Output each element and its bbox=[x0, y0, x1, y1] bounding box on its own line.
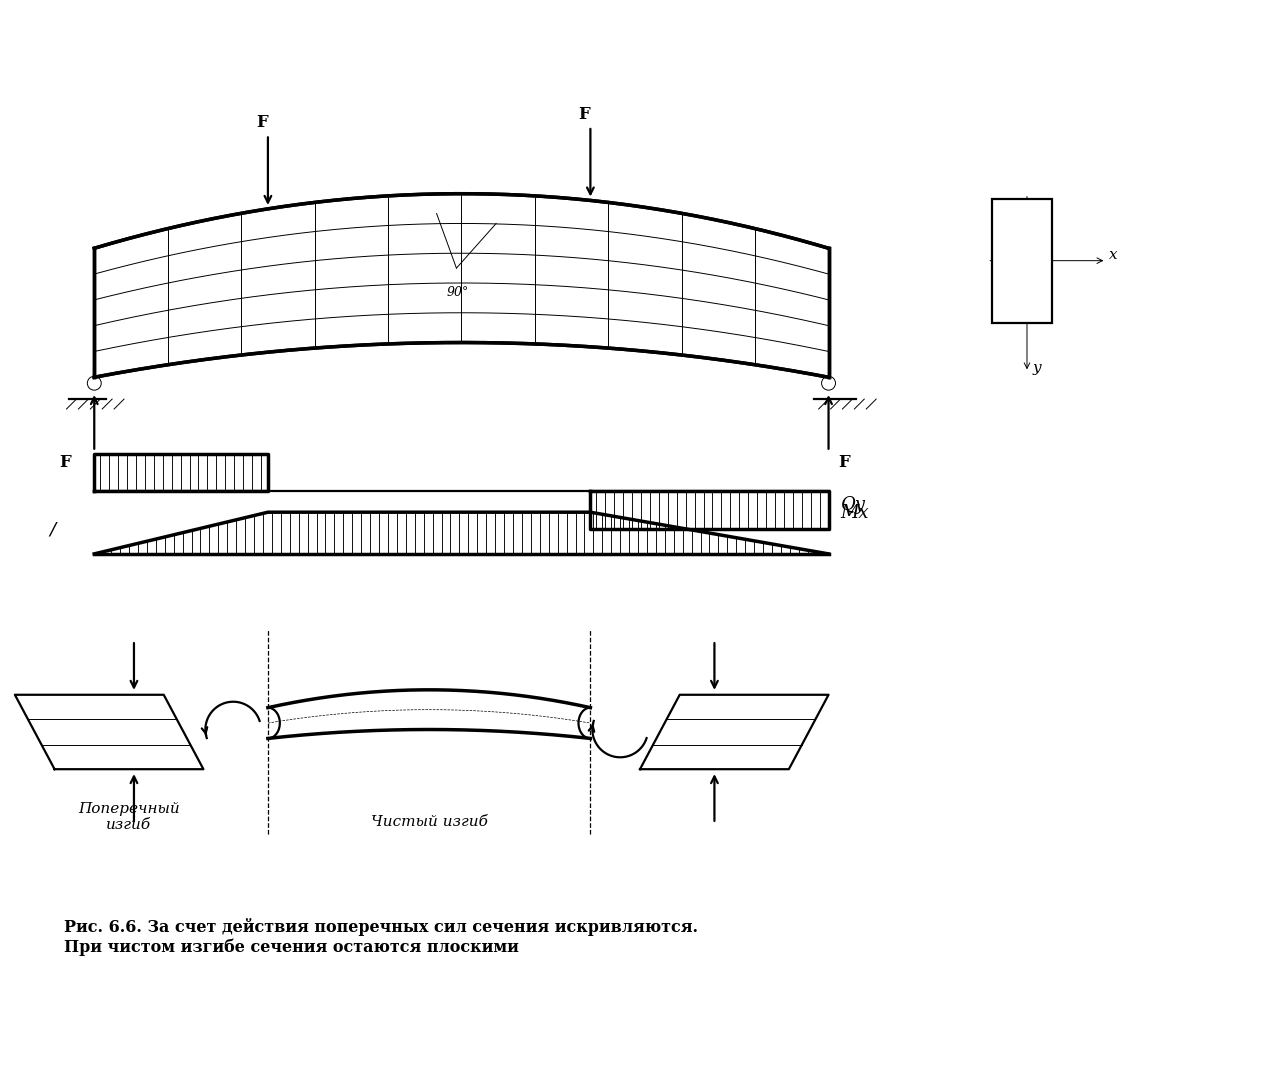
Bar bbox=[992, 199, 1051, 323]
Text: Qу: Qу bbox=[841, 496, 865, 514]
Text: y: y bbox=[1033, 362, 1041, 376]
Text: 90°: 90° bbox=[446, 286, 469, 299]
Text: Mх: Mх bbox=[841, 505, 869, 523]
Text: x: x bbox=[1109, 247, 1118, 261]
Text: Чистый изгиб: Чистый изгиб bbox=[372, 815, 488, 829]
Text: F: F bbox=[59, 454, 72, 470]
Text: F: F bbox=[838, 454, 850, 470]
Text: F: F bbox=[256, 114, 268, 131]
Polygon shape bbox=[640, 695, 828, 769]
Text: F: F bbox=[578, 107, 590, 123]
Text: /: / bbox=[50, 520, 55, 538]
Text: Рис. 6.6. За счет действия поперечных сил сечения искривляются.
При чистом изгиб: Рис. 6.6. За счет действия поперечных си… bbox=[64, 918, 699, 957]
Polygon shape bbox=[95, 454, 268, 492]
Text: Поперечный
изгиб: Поперечный изгиб bbox=[78, 802, 179, 832]
Polygon shape bbox=[95, 194, 828, 378]
Polygon shape bbox=[95, 512, 828, 554]
Polygon shape bbox=[15, 695, 204, 769]
Polygon shape bbox=[591, 492, 828, 529]
Polygon shape bbox=[268, 690, 591, 738]
